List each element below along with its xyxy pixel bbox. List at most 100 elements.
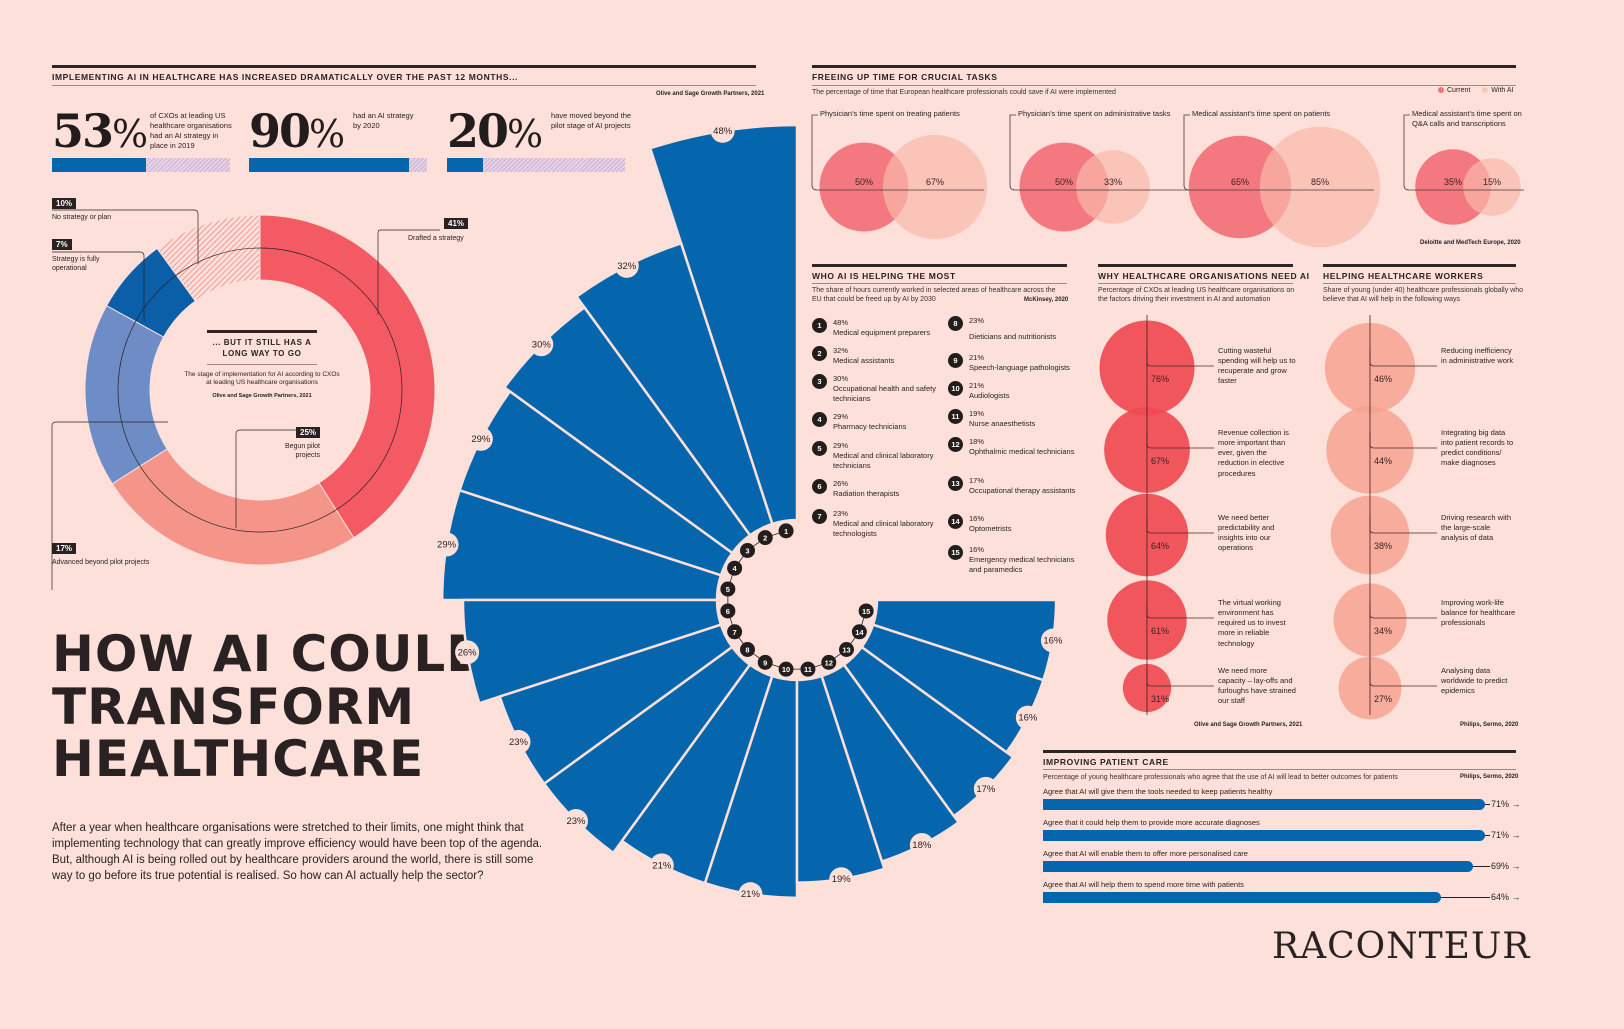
- patient-bar-leader: [1472, 866, 1490, 867]
- bubble-value: 34%: [1374, 626, 1392, 636]
- list-item-text: 48% Medical equipment preparers: [833, 318, 953, 338]
- who-list-item: 11 19% Nurse anaesthetists: [948, 409, 1079, 429]
- bubble-bracket: [1009, 114, 1190, 191]
- bubble-reason-text: We need better predictability and insigh…: [1218, 513, 1275, 553]
- radial-number-badge: [778, 523, 794, 539]
- list-item-text: 30% Occupational health and safety techni…: [833, 374, 953, 403]
- list-item-value: 21%: [969, 381, 985, 390]
- stat-progress-bar: [447, 158, 625, 172]
- list-item-label: Medical and clinical laboratory technici…: [833, 450, 934, 470]
- stat-description: have moved beyond the pilot stage of AI …: [551, 111, 632, 131]
- stat-unit: %: [112, 112, 148, 156]
- list-item-label: Dieticians and nutritionists: [969, 331, 1057, 341]
- who-list-item: 3 30% Occupational health and safety techn…: [812, 374, 953, 403]
- radial-number-text: 11: [804, 665, 812, 674]
- donut-leader-line: [52, 251, 145, 322]
- list-number-badge: 13: [948, 476, 963, 491]
- list-item-value: 19%: [969, 409, 985, 418]
- list-item-label: Optometrists: [969, 523, 1012, 533]
- list-number-badge: 7: [812, 509, 827, 524]
- who-title: WHO AI IS HELPING THE MOST: [812, 271, 956, 281]
- section-rule-thin: [812, 85, 1516, 86]
- list-item-value: 26%: [833, 479, 849, 488]
- list-item-label: Ophthalmic medical technicians: [969, 446, 1075, 456]
- stat-progress-fill: [249, 158, 410, 172]
- donut-center: ... BUT IT STILL HAS A LONG WAY TO GO Th…: [172, 330, 352, 399]
- patient-bar-value: 71% →: [1491, 799, 1521, 809]
- radial-wedge: [440, 488, 723, 602]
- list-number-badge: 14: [948, 514, 963, 529]
- raconteur-logo: RACONTEUR: [1272, 926, 1531, 967]
- bubble-value: 76%: [1151, 374, 1169, 384]
- donut-value-tag: 17%: [52, 543, 77, 554]
- patient-bar-label: Agree that AI will enable them to offer …: [1043, 849, 1248, 858]
- who-source: McKinsey, 2020: [1024, 297, 1069, 303]
- section-rule-thin: [1098, 283, 1293, 284]
- patient-bar: [1043, 799, 1485, 810]
- who-list-item: 13 17% Occupational therapy assistants: [948, 476, 1079, 496]
- radial-number-badge: [720, 581, 736, 597]
- bubble-value: 38%: [1374, 541, 1392, 551]
- radial-number-text: 12: [825, 658, 833, 667]
- donut-center-rule: [207, 330, 317, 333]
- bubble-category-label: Medical assistant's time spent on patien…: [1192, 109, 1331, 118]
- list-item-label: Emergency medical technicians and parame…: [969, 554, 1075, 574]
- headline-line-3: HEALTHCARE: [52, 730, 425, 788]
- section-rule-thin: [812, 283, 1067, 284]
- radial-number-badge: [757, 654, 773, 670]
- section-rule: [52, 65, 756, 68]
- bubble-reason-text: Revenue collection is more important tha…: [1218, 428, 1289, 478]
- list-item-text: 18% Ophthalmic medical technicians: [969, 437, 1079, 457]
- radial-number-badge: [821, 654, 837, 670]
- list-item-label: Medical equipment preparers: [833, 327, 931, 337]
- who-list-item: 7 23% Medical and clinical laboratory tech…: [812, 509, 953, 538]
- radial-value-label: 17%: [976, 784, 996, 795]
- radial-number-badge: [740, 641, 756, 657]
- bubble-with-ai: [1463, 158, 1521, 216]
- donut-category-label: Drafted a strategy: [408, 235, 464, 242]
- radial-wedge: [574, 241, 774, 538]
- stat-number: 90%: [249, 108, 345, 154]
- stat-number: 53%: [52, 108, 148, 156]
- why-bubbles: 76% 67% 64% 61% 31%: [1099, 315, 1214, 715]
- radial-value-label: 23%: [566, 816, 586, 827]
- freeing-source: Deloitte and MedTech Europe, 2020: [1420, 240, 1521, 246]
- radial-value-label: 29%: [437, 539, 457, 550]
- list-item-label: Nurse anaesthetists: [969, 418, 1036, 428]
- radial-label-notch: [909, 832, 934, 857]
- bubble-value: 31%: [1151, 694, 1169, 704]
- radial-value-label: 16%: [1043, 636, 1063, 647]
- bubble-value: 67%: [1151, 456, 1169, 466]
- why-title: WHY HEALTHCARE ORGANISATIONS NEED AI: [1098, 271, 1310, 281]
- radial-wedge: [457, 389, 735, 577]
- who-list-item: 12 18% Ophthalmic medical technicians: [948, 437, 1079, 457]
- list-number-badge: 6: [812, 479, 827, 494]
- bubble-with-ai: [1076, 150, 1150, 224]
- donut-leader-line: [377, 229, 440, 315]
- list-item-value: 17%: [969, 476, 985, 485]
- radial-number-badge: [858, 603, 874, 619]
- patient-bar: [1043, 861, 1473, 872]
- stat-progress-fill: [447, 158, 483, 172]
- freeing-title: FREEING UP TIME FOR CRUCIAL TASKS: [812, 72, 998, 82]
- helping-source: Philips, Sermo, 2020: [1460, 722, 1519, 728]
- helping-subtitle: Share of young (under 40) healthcare pro…: [1323, 287, 1524, 304]
- list-item-label: Pharmacy technicians: [833, 421, 907, 431]
- list-item-text: 17% Occupational therapy assistants: [969, 476, 1079, 496]
- implementation-donut-chart: [51, 209, 440, 590]
- bubble-reason-text: Cutting wasteful spending will help us t…: [1218, 346, 1296, 386]
- radial-value-label: 29%: [471, 434, 491, 445]
- freeing-bubbles: 50% 67% Physician's time spent on treating…: [811, 109, 1524, 248]
- bubble-current-value: 65%: [1231, 177, 1249, 187]
- list-item-value: 30%: [833, 374, 849, 383]
- who-list-item: 8 23% Dieticians and nutritionists: [948, 316, 1079, 342]
- radial-number-text: 15: [862, 607, 870, 616]
- list-number-badge: 5: [812, 441, 827, 456]
- why-source: Olive and Sage Growth Partners, 2021: [1194, 722, 1303, 728]
- radial-label-notch: [710, 118, 735, 143]
- radial-label-notch: [434, 532, 459, 557]
- bubble-reason-text: The virtual working environment has requ…: [1218, 598, 1286, 648]
- bubble-withai-value: 67%: [926, 177, 944, 187]
- list-item-value: 16%: [969, 514, 985, 523]
- bubble-withai-value: 33%: [1104, 177, 1122, 187]
